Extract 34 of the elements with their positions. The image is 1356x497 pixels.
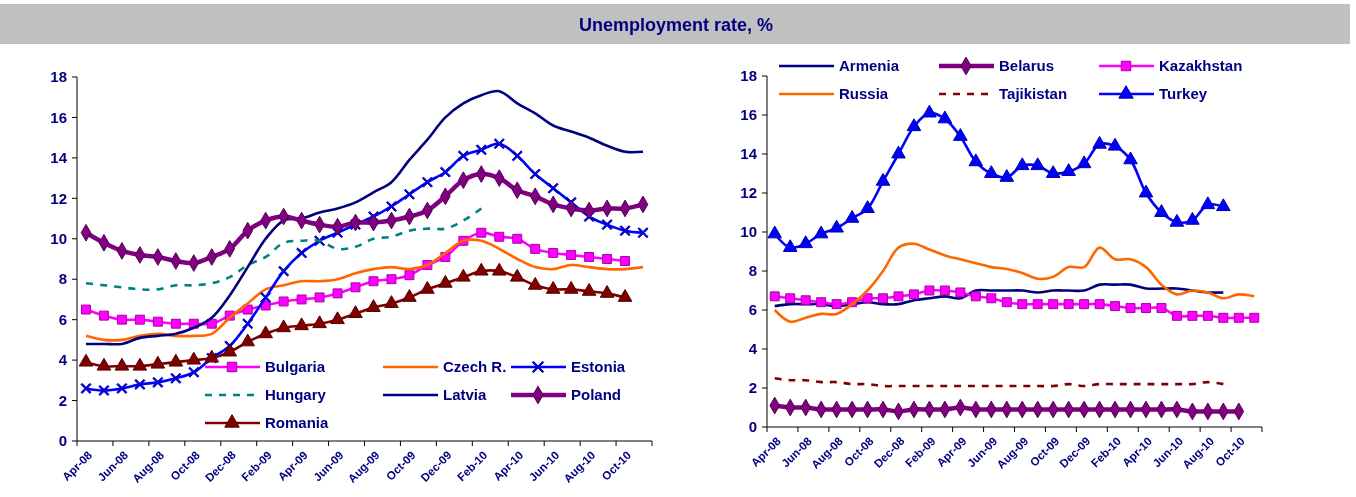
y-tick-label: 8 [58, 270, 67, 288]
legend-label: Poland [571, 386, 622, 404]
y-tick-label: 12 [740, 184, 757, 202]
chart-title: Unemployment rate, % [578, 15, 774, 36]
y-tick-label: 4 [748, 340, 758, 358]
y-tick-label: 6 [748, 301, 757, 319]
legend-label: Tajikistan [999, 85, 1068, 103]
y-tick-label: 12 [50, 189, 67, 207]
y-tick-label: 2 [748, 379, 757, 397]
legend-label: Hungary [265, 386, 327, 404]
legend-label: Turkey [1159, 85, 1208, 103]
y-tick-label: 0 [58, 432, 67, 450]
y-tick-label: 16 [50, 108, 67, 126]
y-tick-label: 18 [740, 67, 757, 85]
y-tick-label: 10 [740, 223, 757, 241]
y-tick-label: 6 [58, 310, 67, 328]
y-tick-label: 8 [748, 262, 757, 280]
legend-label: Russia [839, 85, 889, 103]
legend-label: Romania [265, 414, 329, 432]
legend-label: Bulgaria [265, 358, 326, 376]
y-tick-label: 10 [50, 230, 67, 248]
y-tick-label: 14 [740, 145, 758, 163]
y-tick-label: 4 [58, 351, 68, 369]
legend-label: Belarus [999, 57, 1055, 75]
legend-label: Kazakhstan [1159, 57, 1243, 75]
y-tick-label: 14 [50, 149, 68, 167]
y-tick-label: 18 [50, 68, 67, 86]
legend-label: Estonia [571, 358, 626, 376]
legend-label: Czech R. [443, 358, 507, 376]
y-tick-label: 2 [58, 391, 67, 409]
legend-label: Armenia [839, 57, 900, 75]
legend-label: Latvia [443, 386, 488, 404]
y-tick-label: 16 [740, 106, 757, 124]
y-tick-label: 0 [748, 418, 757, 436]
